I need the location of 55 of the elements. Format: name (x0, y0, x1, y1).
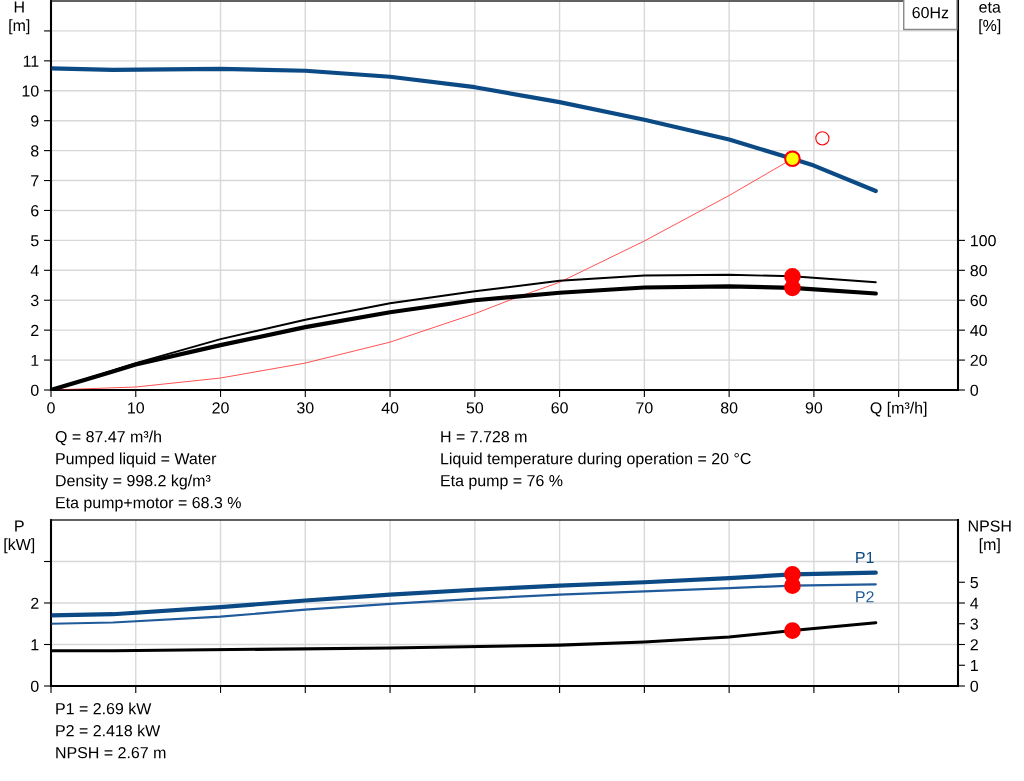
text: Density = 998.2 kg/m³ (56, 474, 211, 490)
y-tick-label: 4 (30, 265, 39, 277)
y-tick-label: 0 (30, 384, 39, 396)
y-tick-label: 5 (30, 235, 39, 247)
y-tick-label: 8 (31, 145, 39, 157)
x-tick-label: 30 (297, 402, 314, 414)
y2-tick-label: 4 (970, 597, 979, 609)
y2-tick-label: 5 (970, 577, 979, 589)
y2-tick-label: 1 (971, 660, 978, 672)
text: Eta pump = 76 % (441, 474, 563, 490)
y2-tick-label: 80 (970, 264, 987, 277)
x-tick-label: 60 (551, 402, 568, 414)
y2-tick-label: 0 (970, 384, 979, 396)
y-tick-label: 7 (31, 175, 39, 187)
text: Pumped liquid = Water (56, 452, 217, 468)
y-axis-title: P [kW] (4, 520, 35, 554)
series-label: P2 (856, 591, 874, 603)
y-tick-label: 2 (31, 324, 39, 336)
y-tick-label: 6 (31, 205, 39, 217)
y-tick-label: 10 (22, 85, 39, 97)
x-tick-label: 90 (805, 402, 823, 414)
y2-tick-label: 0 (970, 680, 979, 692)
y-tick-label: 1 (31, 354, 39, 366)
text: P2 = 2.418 kW (56, 724, 161, 737)
text: P1 = 2.69 kW (56, 702, 152, 715)
y2-tick-label: 60 (970, 294, 987, 307)
x-tick-label: 70 (636, 402, 653, 414)
y2-tick-label: 20 (970, 354, 987, 367)
x-tick-label: 80 (720, 402, 738, 414)
y-tick-label: 2 (31, 597, 39, 609)
annotation: 60Hz (912, 6, 949, 19)
y-axis-title: H [m] (9, 1, 30, 35)
y-tick-label: 9 (31, 115, 39, 127)
text: H = 7.728 m (441, 430, 527, 443)
text: Q = 87.47 m³/h (55, 430, 161, 446)
x-tick-label: 20 (212, 402, 229, 414)
y2-tick-label: 40 (970, 324, 987, 337)
x-tick-label: 50 (466, 402, 484, 414)
y2-tick-label: 100 (971, 235, 996, 247)
x-tick-label: Q [m³/h] (870, 401, 927, 417)
y2-axis-title: NPSH [m] (968, 520, 1011, 554)
y-tick-label: 0 (30, 680, 39, 692)
x-tick-label: 0 (47, 402, 55, 414)
text: Liquid temperature during operation = 20 °C (441, 452, 751, 468)
y2-tick-label: 2 (970, 639, 978, 651)
y-tick-label: 1 (31, 639, 39, 651)
x-tick-label: 40 (381, 402, 399, 414)
y-tick-label: 3 (30, 294, 39, 307)
y2-tick-label: 3 (970, 618, 978, 630)
text: NPSH = 2.67 m (56, 746, 166, 759)
text: Eta pump+motor = 68.3 % (56, 496, 241, 512)
y2-axis-title: eta [%] (979, 2, 1001, 35)
series-label: P1 (856, 551, 874, 563)
y-tick-label: 11 (23, 55, 39, 67)
x-tick-label: 10 (128, 402, 145, 414)
